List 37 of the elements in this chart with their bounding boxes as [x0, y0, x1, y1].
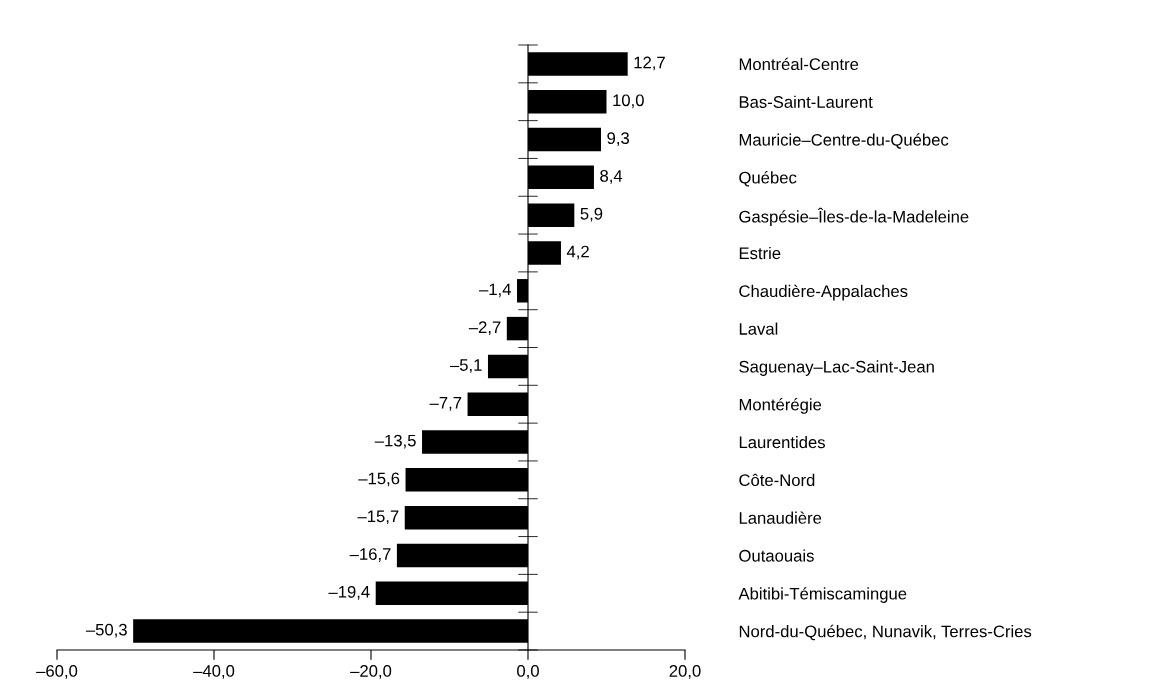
data-label: 4,2	[566, 245, 589, 260]
y-tick-label: Montréal-Centre	[739, 57, 859, 71]
data-label: 9,3	[607, 132, 629, 146]
data-label: –16,7	[349, 548, 391, 562]
y-tick-label: Bas-Saint-Laurent	[739, 95, 873, 108]
y-tick-label: Outaouais	[739, 549, 814, 562]
x-tick-label: 0,0	[517, 665, 539, 679]
y-tick-label: Côte-Nord	[739, 473, 815, 487]
y-tick-label: Mauricie–Centre-du-Québec	[739, 133, 949, 149]
data-label: –5,1	[449, 359, 482, 373]
data-label: 5,9	[580, 207, 603, 222]
y-tick-label: Lanaudière	[739, 511, 822, 524]
y-tick-label: Nord-du-Québec, Nunavik, Terres-Cries	[739, 624, 1032, 641]
data-label: 8,4	[600, 170, 623, 184]
y-tick-label: Estrie	[739, 246, 781, 260]
x-tick-label: 20,0	[669, 665, 701, 679]
y-tick-label: Chaudière-Appalaches	[739, 284, 908, 301]
data-label: –13,5	[374, 434, 416, 449]
data-label: 10,0	[613, 94, 644, 109]
data-label: –19,4	[328, 585, 370, 600]
data-label: –7,7	[429, 397, 462, 411]
data-label: –15,6	[358, 472, 400, 487]
y-tick-label: Québec	[739, 171, 797, 187]
y-tick-label: Abitibi-Témiscamingue	[738, 587, 907, 603]
y-tick-label: Laurentides	[739, 435, 825, 449]
x-tick-label: –60,0	[36, 665, 78, 679]
y-tick-label: Montérégie	[739, 398, 822, 414]
data-label: –2,7	[468, 321, 501, 336]
y-tick-label: Laval	[739, 322, 778, 335]
y-tick-label: Saguenay–Lac-Saint-Jean	[739, 360, 934, 376]
data-label: –15,7	[357, 510, 399, 525]
y-tick-label: Gaspésie–Îles-de-la-Madeleine	[739, 207, 969, 226]
x-tick-label: –40,0	[193, 665, 235, 679]
data-label: –50,3	[85, 623, 127, 638]
data-label: 12,7	[634, 56, 665, 71]
x-tick-label: –20,0	[350, 665, 392, 679]
data-label: –1,4	[479, 283, 511, 298]
